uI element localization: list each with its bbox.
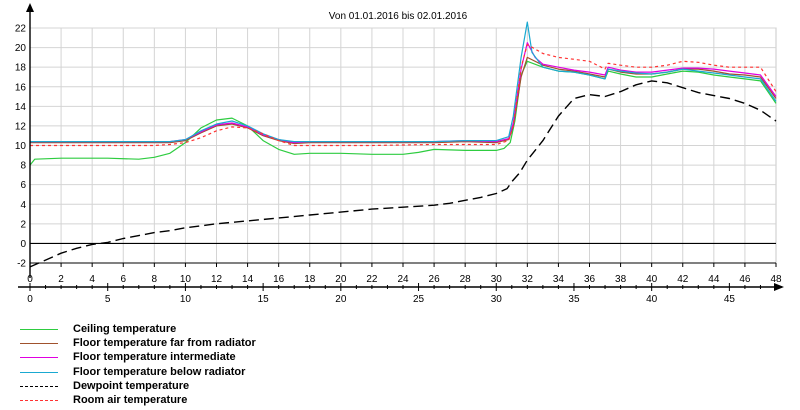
y-tick-label: 16 [15,82,27,93]
data-series [29,21,777,268]
legend-swatch [20,371,58,373]
x-tick-label-bottom: 20 [335,294,347,305]
x-tick-label-top: 4 [89,274,95,285]
x-tick-label-top: 16 [273,274,285,285]
x-tick-label-top: 26 [429,274,441,285]
x-tick-label-top: 44 [708,274,720,285]
y-tick-label: 20 [15,43,27,54]
x-tick-label-top: 32 [522,274,534,285]
x-tick-label-bottom: 40 [646,294,658,305]
legend-swatch [20,385,58,387]
legend-label: Dewpoint temperature [73,379,190,392]
x-tick-label-bottom: 10 [180,294,192,305]
legend-label: Room air temperature [73,393,188,406]
y-tick-label: 18 [15,63,27,74]
legend-label: Floor temperature below radiator [73,365,246,378]
chart-title: Von 01.01.2016 bis 02.01.2016 [329,11,468,22]
y-axis-arrow [26,3,34,12]
x-tick-label-top: 48 [770,274,782,285]
x-tick-label-top: 36 [584,274,596,285]
legend-label: Floor temperature intermediate [73,351,236,364]
x-tick-label-top: 14 [242,274,254,285]
x-tick-label-bottom: 25 [413,294,425,305]
y-tick-label: 14 [15,102,27,113]
x-tick-label-top: 10 [180,274,192,285]
legend-label: Floor temperature far from radiator [73,337,256,350]
x-tick-label-top: 30 [491,274,503,285]
x-tick-label-top: 18 [304,274,316,285]
legend-swatch [20,329,58,330]
y-tick-label: 10 [15,141,27,152]
y-tick-label: -2 [17,259,26,270]
x-tick-label-bottom: 45 [724,294,736,305]
y-tick-label: 8 [20,161,26,172]
x-tick-label-bottom: 0 [27,294,33,305]
x-tick-label-top: 24 [397,274,409,285]
y-tick-label: 12 [15,121,27,132]
legend-swatch [20,357,58,359]
legend-label: Ceiling temperature [73,323,177,335]
x-tick-label-bottom: 35 [568,294,580,305]
x-tick-label-top: 2 [58,274,64,285]
y-tick-label: 6 [20,180,26,191]
x-tick-label-bottom: 5 [105,294,111,305]
series-line-room-air-temperature [30,44,777,147]
y-tick-label: 2 [20,219,26,230]
x-tick-label-top: 46 [739,274,751,285]
x-tick-label-top: 6 [120,274,126,285]
x-tick-label-top: 8 [152,274,158,285]
series-line-dewpoint-temperature [29,80,777,268]
x-tick-label-top: 38 [615,274,627,285]
x-tick-label-top: 34 [553,274,565,285]
x-tick-label-top: 22 [366,274,378,285]
series-line-floor-temperature-below-radiator [30,21,777,143]
x-tick-label-top: 42 [677,274,689,285]
x-tick-label-top: 20 [335,274,347,285]
y-tick-label: 22 [15,24,27,35]
y-tick-label: 0 [20,239,26,250]
legend-swatch [20,399,58,401]
legend-swatch [20,343,58,345]
x-tick-label-bottom: 30 [491,294,503,305]
x-tick-label-top: 40 [646,274,658,285]
x-tick-label-top: 12 [211,274,223,285]
x-tick-label-top: 28 [460,274,472,285]
y-tick-label: 4 [20,200,26,211]
x-tick-label-bottom: 15 [258,294,270,305]
x-tick-label-top: 0 [27,274,33,285]
